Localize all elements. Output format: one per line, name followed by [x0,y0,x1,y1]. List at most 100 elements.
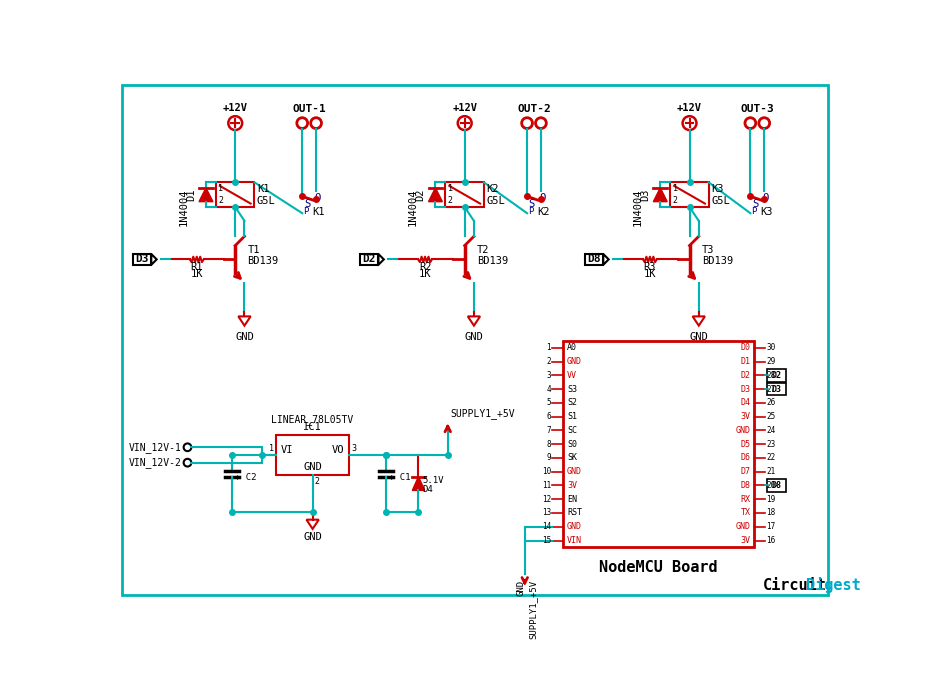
Polygon shape [692,316,705,326]
Text: D4: D4 [423,485,433,494]
Text: 25: 25 [767,412,776,421]
Text: 3V: 3V [567,481,578,490]
Text: T2
BD139: T2 BD139 [477,245,508,267]
Bar [133,254,151,264]
Text: D3: D3 [135,254,149,264]
Text: GND: GND [690,332,708,342]
Text: 18: 18 [767,509,776,518]
Polygon shape [378,254,384,264]
Text: D2: D2 [741,371,750,380]
Text: NodeMCU Board: NodeMCU Board [600,560,718,575]
Polygon shape [413,476,425,491]
Text: 13: 13 [541,509,551,518]
Polygon shape [307,520,319,529]
Text: K2: K2 [487,184,499,194]
Text: 1: 1 [546,343,551,353]
Text: 1: 1 [269,444,273,453]
Bar [670,182,709,207]
Text: 2: 2 [673,196,678,205]
Text: G5L: G5L [487,197,505,206]
Text: + C1: + C1 [389,474,411,483]
Text: Digest: Digest [806,577,860,593]
Text: SK: SK [567,454,578,462]
Text: GND: GND [235,332,254,342]
Text: VV: VV [567,371,578,380]
Text: +12V: +12V [222,103,248,113]
Text: T1
BD139: T1 BD139 [248,245,279,267]
Text: 2: 2 [315,477,320,487]
Text: Circuit: Circuit [763,577,827,593]
Text: D3: D3 [771,385,781,394]
Text: D1: D1 [741,357,750,366]
Text: OUT-1: OUT-1 [292,104,326,114]
Text: D8: D8 [588,254,601,264]
Text: O: O [540,193,546,203]
Polygon shape [151,254,157,264]
Text: P: P [303,207,309,216]
Text: 22: 22 [767,454,776,462]
Text: R1: R1 [190,262,203,272]
Text: 3V: 3V [741,412,750,421]
Text: K3: K3 [711,184,724,194]
Text: D4: D4 [741,398,750,407]
Text: 24: 24 [767,426,776,435]
Text: +12V: +12V [452,103,477,113]
Text: 11: 11 [541,481,551,490]
Bar [446,182,484,207]
Text: RST: RST [567,509,582,518]
Text: G5L: G5L [711,197,730,206]
Text: VIN_12V-2: VIN_12V-2 [129,457,182,468]
Polygon shape [238,316,250,326]
Text: 28: 28 [767,371,776,380]
Text: GND: GND [567,467,582,476]
Text: 17: 17 [767,522,776,531]
Text: D5: D5 [741,439,750,449]
Text: GND: GND [735,426,750,435]
Text: 1: 1 [448,184,452,193]
Text: SC: SC [567,426,578,435]
Text: 15: 15 [541,536,551,545]
Text: GND: GND [516,579,526,596]
Text: 1: 1 [218,184,223,193]
Text: 20: 20 [767,481,776,490]
Text: 1: 1 [673,184,678,193]
Text: GND: GND [567,522,582,531]
Polygon shape [603,254,609,264]
Text: D3: D3 [741,385,750,394]
Text: 12: 12 [541,495,551,503]
Text: 29: 29 [767,357,776,366]
Text: 2: 2 [218,196,223,205]
Bar [360,254,378,264]
Text: OUT-2: OUT-2 [517,104,551,114]
Text: D3: D3 [641,188,650,201]
Text: 5.1V: 5.1V [423,476,444,485]
Text: 10: 10 [541,467,551,476]
Text: D2: D2 [771,371,781,380]
Text: 23: 23 [767,439,776,449]
Text: 21: 21 [767,467,776,476]
Text: D8: D8 [741,481,750,490]
Text: VO: VO [332,446,345,456]
Text: K2: K2 [537,207,550,217]
Text: S0: S0 [567,439,578,449]
Text: SUPPLY1_+5V: SUPPLY1_+5V [451,408,515,419]
Text: D8: D8 [771,481,781,490]
Text: R3: R3 [643,262,656,272]
Text: D2: D2 [362,254,376,264]
Text: + C2: + C2 [235,474,257,483]
Text: 1N4004: 1N4004 [632,188,642,226]
Text: 8: 8 [546,439,551,449]
Text: O: O [763,193,768,203]
FancyBboxPatch shape [768,383,786,395]
Text: P: P [527,207,533,216]
Text: 5: 5 [546,398,551,407]
Text: 14: 14 [541,522,551,531]
Text: S: S [304,199,310,209]
Text: 1K: 1K [190,269,203,279]
Text: GND: GND [303,462,322,472]
Text: D6: D6 [741,454,750,462]
Text: +12V: +12V [677,103,702,113]
Text: IC1: IC1 [303,422,322,432]
Text: D7: D7 [741,467,750,476]
Text: S: S [528,199,535,209]
